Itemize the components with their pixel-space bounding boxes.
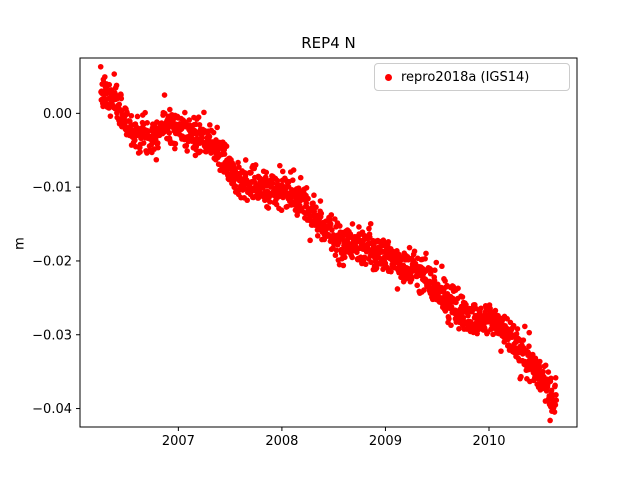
chart-title: REP4 N xyxy=(301,34,356,52)
x-tick-label: 2010 xyxy=(472,434,505,449)
x-tick-label: 2007 xyxy=(162,434,195,449)
axes-frame xyxy=(79,57,578,428)
scatter-series xyxy=(97,63,560,424)
y-tick-label: −0.01 xyxy=(32,181,72,196)
x-tick-label: 2008 xyxy=(265,434,298,449)
x-tick-label: 2009 xyxy=(369,434,402,449)
legend-label: repro2018a (IGS14) xyxy=(401,69,530,85)
y-tick-label: −0.03 xyxy=(32,328,72,343)
y-tick-label: 0.00 xyxy=(43,107,72,122)
y-tick-label: −0.04 xyxy=(32,402,72,417)
legend: repro2018a (IGS14) xyxy=(374,63,570,91)
legend-marker-icon xyxy=(385,73,392,81)
y-axis-label: m xyxy=(12,237,28,250)
y-tick-label: −0.02 xyxy=(32,254,72,269)
